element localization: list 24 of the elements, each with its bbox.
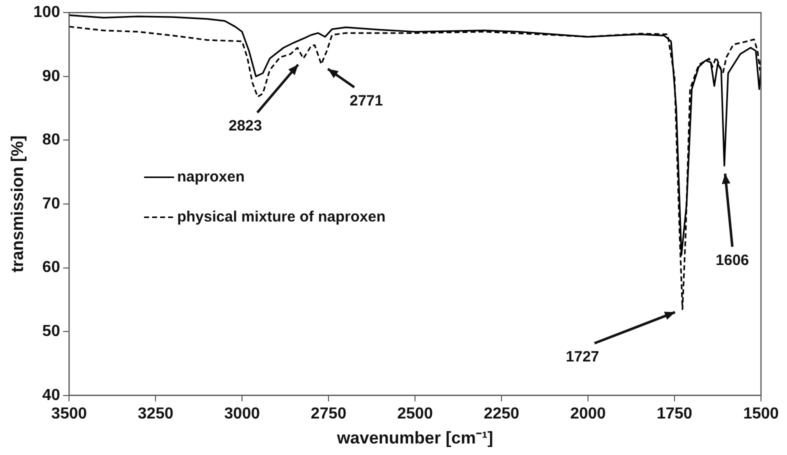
annotation: 2823	[228, 118, 262, 135]
y-axis-title: transmission [%]	[8, 136, 27, 272]
x-axis-title: wavenumber [cm⁻¹]	[336, 428, 494, 448]
y-tick-label: 70	[42, 195, 60, 212]
annotation: 2771	[350, 92, 383, 110]
x-tick-label: 2250	[484, 405, 520, 422]
y-tick-label: 80	[42, 132, 60, 149]
annotation: 1606	[716, 252, 750, 269]
x-tick-label: 1750	[656, 405, 692, 422]
y-tick-label: 90	[42, 68, 60, 85]
y-tick-label: 40	[42, 386, 60, 404]
y-tick-label: 50	[42, 323, 60, 340]
x-tick-label: 3000	[224, 405, 260, 422]
y-tick-label: 100	[33, 4, 60, 22]
annotation: 1727	[566, 348, 600, 366]
legend-label: physical mixture of naproxen	[177, 208, 386, 226]
x-tick-label: 2000	[570, 405, 606, 422]
x-tick-label: 3250	[138, 405, 174, 422]
y-tick-label: 60	[42, 259, 60, 276]
x-tick-label: 3500	[51, 405, 87, 422]
x-tick-label: 1500	[743, 405, 779, 422]
x-tick-label: 2750	[310, 405, 346, 422]
x-tick-label: 2500	[397, 405, 433, 422]
legend-label: naproxen	[177, 168, 245, 186]
